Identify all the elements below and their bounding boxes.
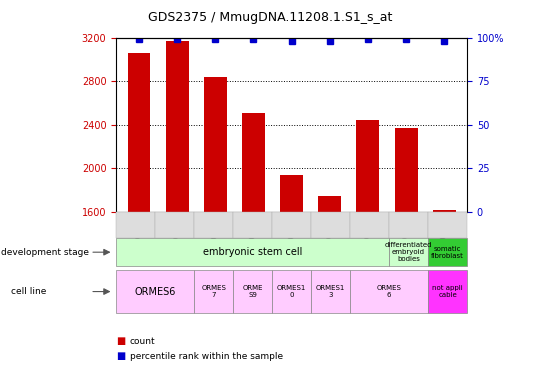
Text: count: count (130, 337, 155, 346)
Text: ORMES1
3: ORMES1 3 (316, 285, 345, 298)
Text: ORMES
7: ORMES 7 (201, 285, 226, 298)
Bar (166, 41, 188, 212)
Text: cell line: cell line (11, 287, 46, 296)
Text: embryonic stem cell: embryonic stem cell (203, 247, 302, 257)
Text: ORMES6: ORMES6 (134, 286, 176, 297)
Bar (356, 120, 380, 212)
Text: ORMES
6: ORMES 6 (377, 285, 402, 298)
Text: ■: ■ (116, 351, 125, 361)
Bar (242, 113, 265, 212)
Bar (280, 175, 303, 212)
Text: ORMES1
0: ORMES1 0 (277, 285, 306, 298)
Text: somatic
fibroblast: somatic fibroblast (431, 246, 464, 259)
Text: differentiated
embryoid
bodies: differentiated embryoid bodies (385, 242, 433, 262)
Bar (395, 128, 417, 212)
Text: development stage: development stage (1, 248, 89, 257)
Bar (433, 210, 456, 212)
Text: not appli
cable: not appli cable (432, 285, 463, 298)
Text: percentile rank within the sample: percentile rank within the sample (130, 352, 283, 361)
Bar (127, 53, 151, 212)
Text: GDS2375 / MmugDNA.11208.1.S1_s_at: GDS2375 / MmugDNA.11208.1.S1_s_at (148, 11, 392, 24)
Bar (318, 195, 341, 212)
Bar (204, 77, 227, 212)
Text: ORME
S9: ORME S9 (242, 285, 263, 298)
Text: ■: ■ (116, 336, 125, 346)
